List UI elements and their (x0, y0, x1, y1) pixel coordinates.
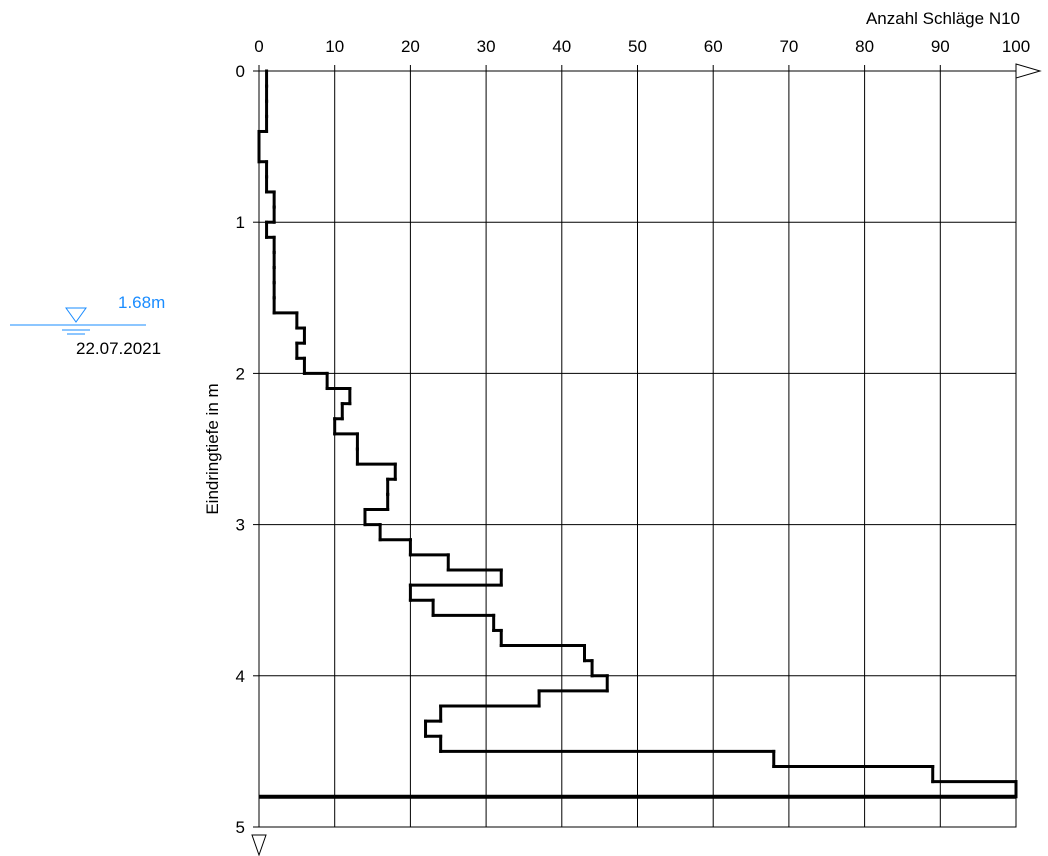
x-tick-label: 100 (1002, 37, 1030, 56)
y-axis-arrow (251, 834, 267, 856)
y-axis-label: Eindringtiefe in m (203, 383, 222, 514)
y-tick-label: 0 (236, 62, 245, 81)
water-level-date: 22.07.2021 (76, 339, 161, 358)
water-level-label: 1.68m (118, 293, 165, 312)
x-tick-label: 70 (779, 37, 798, 56)
y-tick-label: 3 (236, 516, 245, 535)
x-axis-label: Anzahl Schläge N10 (866, 9, 1020, 28)
x-tick-label: 90 (931, 37, 950, 56)
x-tick-label: 80 (855, 37, 874, 56)
x-tick-label: 50 (628, 37, 647, 56)
y-tick-label: 1 (236, 213, 245, 232)
x-tick-label: 20 (401, 37, 420, 56)
x-tick-label: 10 (325, 37, 344, 56)
x-tick-label: 60 (704, 37, 723, 56)
x-tick-label: 30 (477, 37, 496, 56)
x-tick-label: 40 (552, 37, 571, 56)
y-tick-label: 4 (236, 667, 245, 686)
x-axis-arrow (1015, 63, 1042, 79)
x-tick-label: 0 (254, 37, 263, 56)
y-tick-label: 5 (236, 818, 245, 837)
water-level-symbol (65, 307, 87, 323)
y-tick-label: 2 (236, 364, 245, 383)
